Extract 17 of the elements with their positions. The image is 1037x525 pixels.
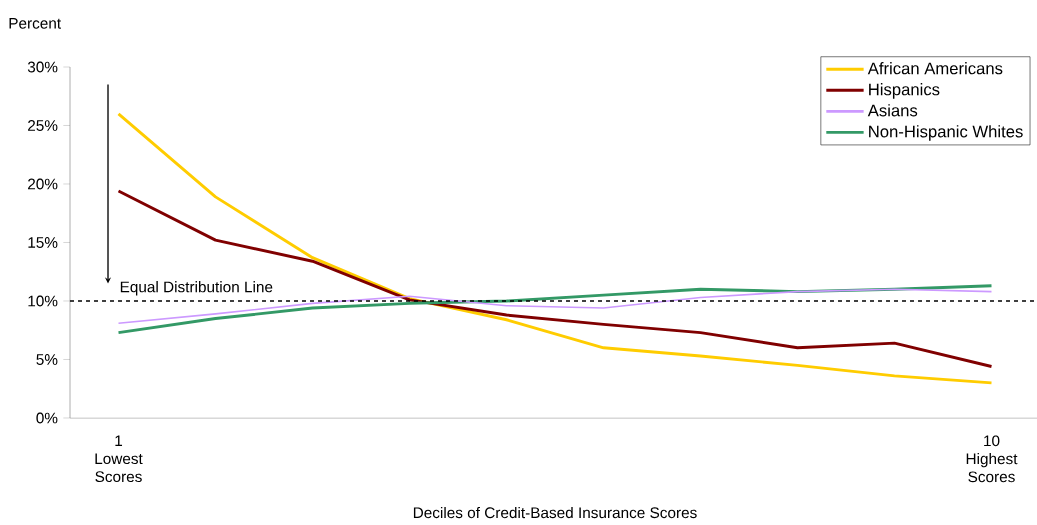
legend-label: Asians bbox=[867, 104, 918, 117]
y-tick-label: 20% bbox=[28, 178, 58, 190]
ref-line-label: Equal Distribution Line bbox=[120, 281, 273, 296]
y-tick-label: 5% bbox=[36, 354, 58, 365]
x-tick-label: 1 Lowest Scores bbox=[95, 435, 143, 483]
y-axis-title: Percent bbox=[9, 18, 61, 29]
x-axis-title: Deciles of Credit-Based Insurance Scores bbox=[413, 506, 697, 519]
legend-label: Hispanics bbox=[869, 83, 940, 99]
y-tick-label: 10% bbox=[28, 295, 58, 307]
y-tick-label: 25% bbox=[28, 120, 58, 131]
legend-label: African Americans bbox=[867, 62, 1003, 75]
y-tick-label: 30% bbox=[27, 61, 58, 73]
y-tick-label: 0% bbox=[36, 412, 58, 424]
line-series bbox=[117, 189, 993, 368]
legend-label: Non-Hispanic Whites bbox=[869, 125, 1023, 141]
y-tick-label: 15% bbox=[28, 237, 58, 248]
x-tick-label: 10 Highest Scores bbox=[966, 435, 1018, 483]
